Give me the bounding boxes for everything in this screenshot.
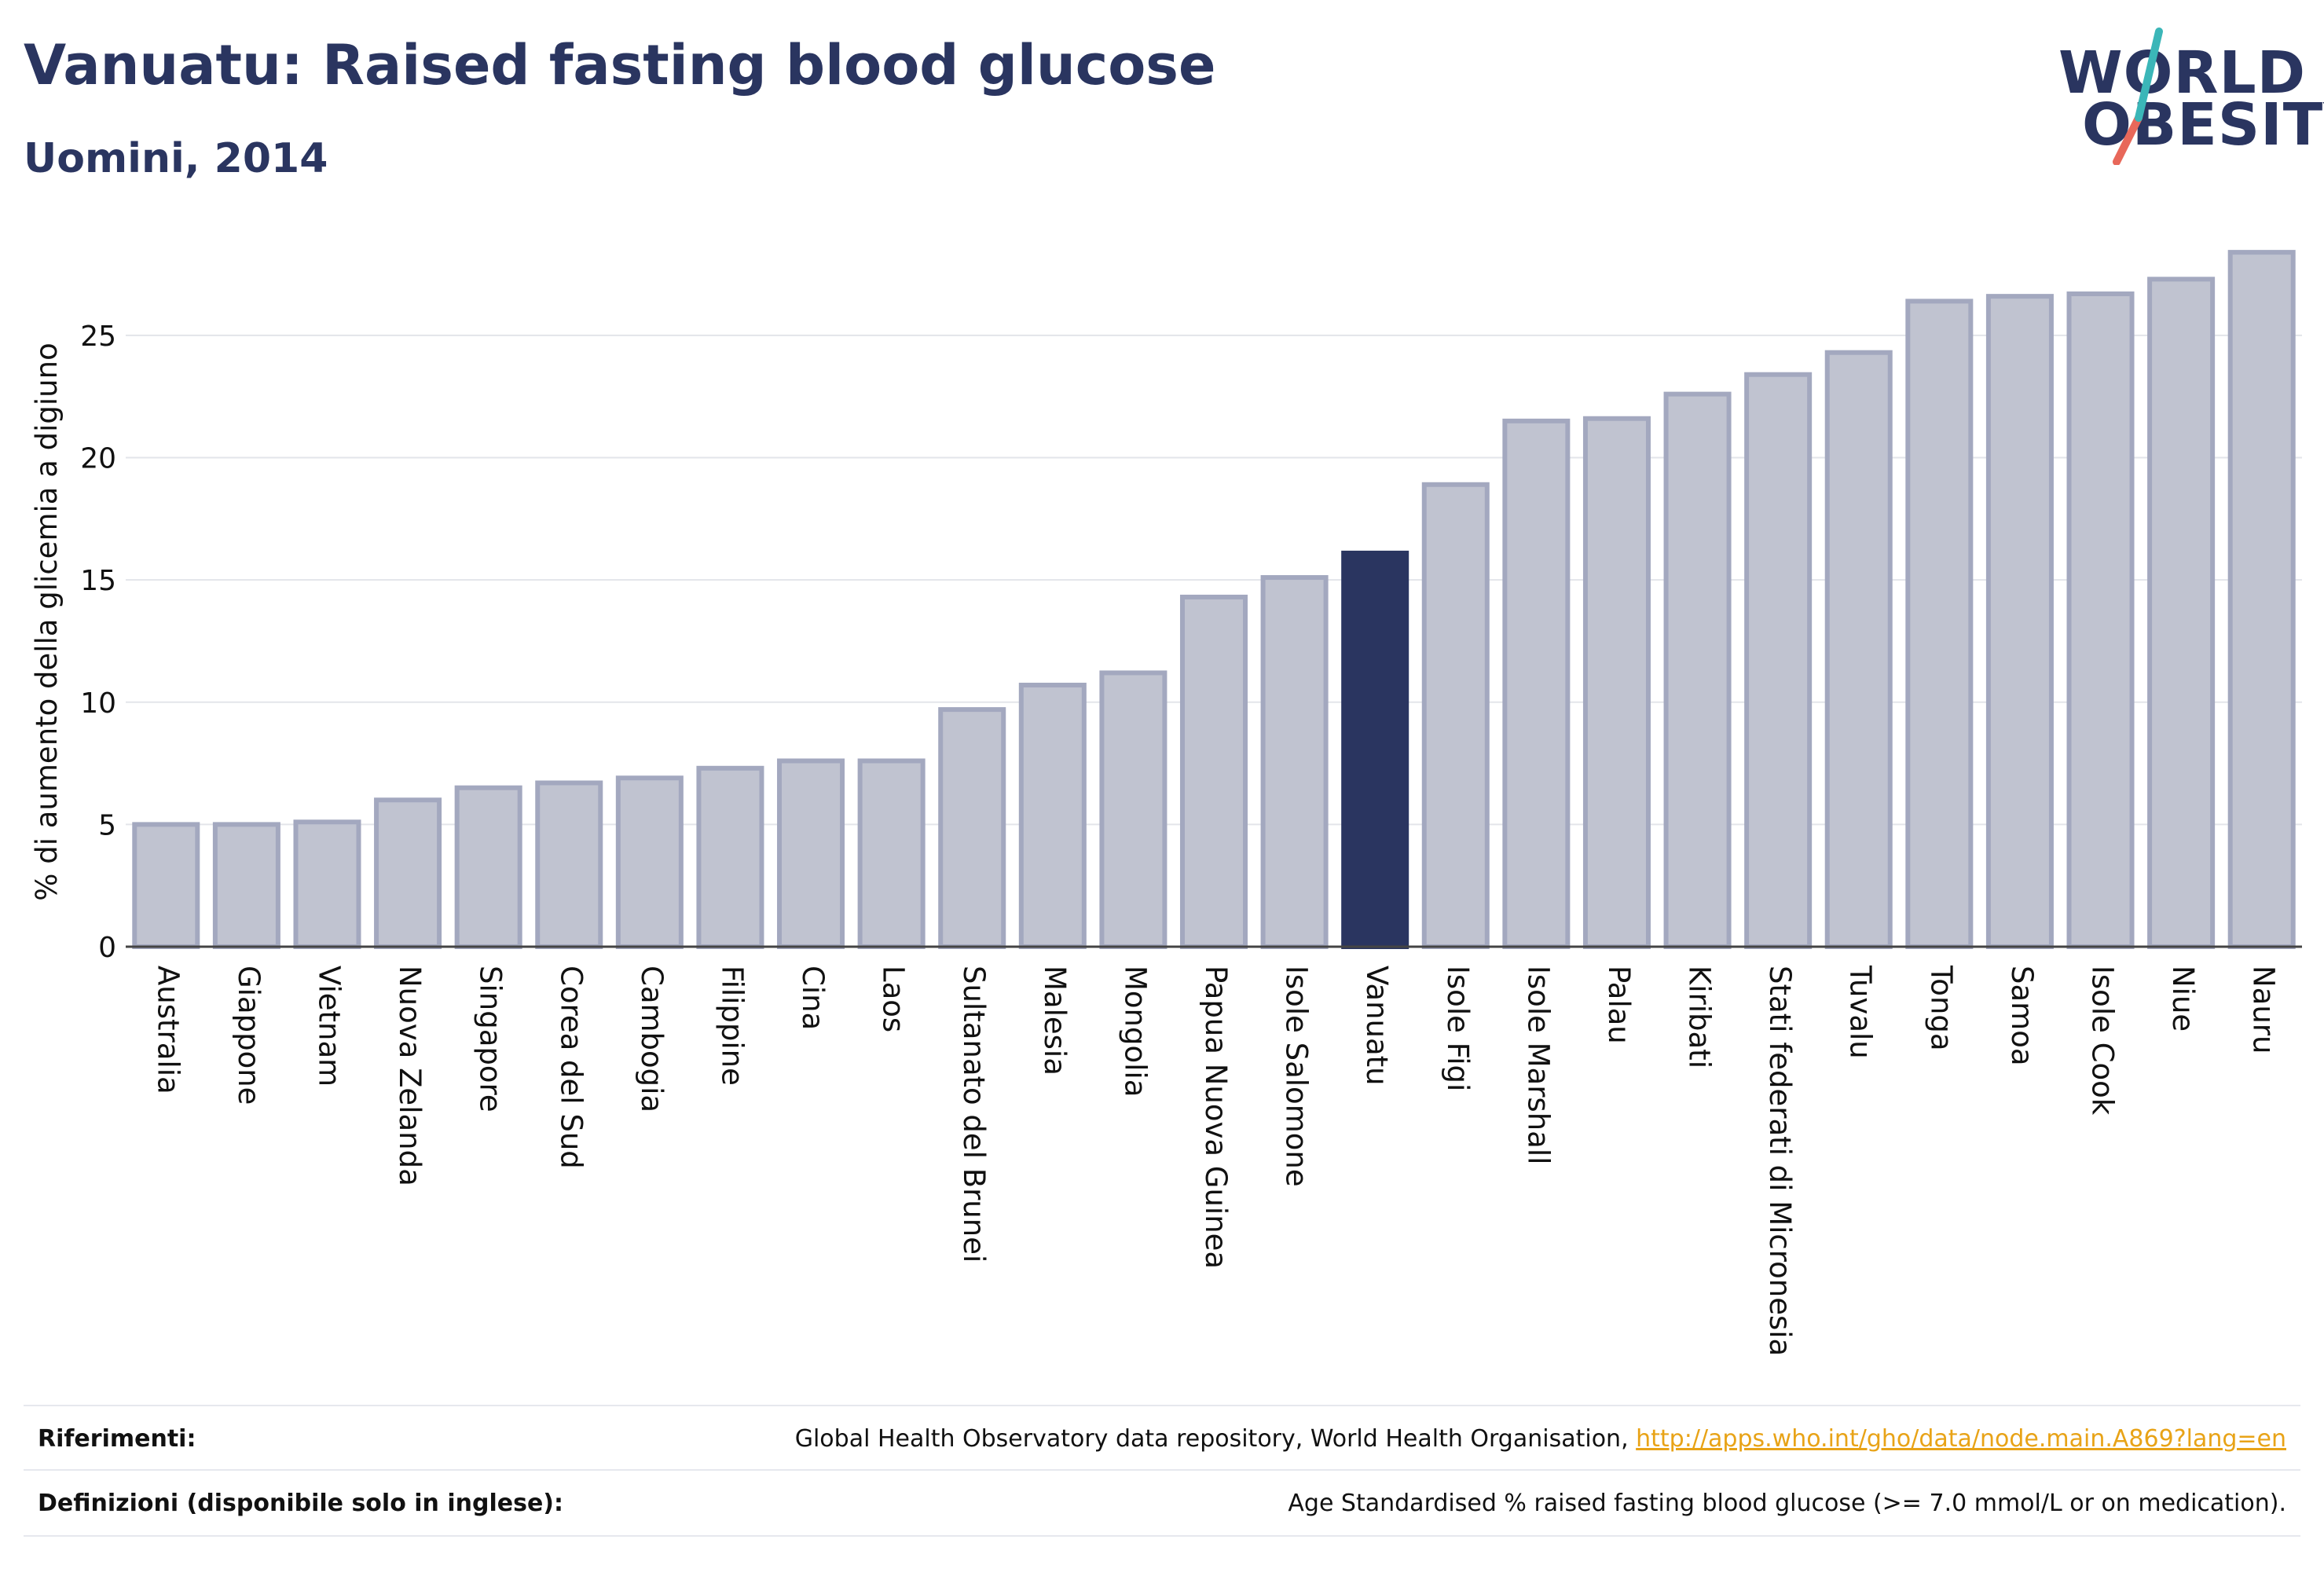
bar-isole-figi	[1421, 482, 1490, 949]
bar-malesia	[1018, 682, 1087, 949]
chart-title: Vanuatu: Raised fasting blood glucose	[24, 33, 1216, 97]
y-tick-label: 20	[80, 443, 116, 475]
bar-stati-federati-di-micronesia	[1744, 372, 1813, 949]
x-tick-label: Isole Figi	[1441, 966, 1475, 1091]
chart-bars	[132, 250, 2296, 950]
bar-mongolia	[1099, 670, 1167, 949]
logo-line-1: WORLD	[2058, 39, 2307, 107]
x-tick-label: Palau	[1602, 966, 1636, 1044]
references-label: Riferimenti:	[38, 1425, 196, 1453]
x-tick-label: Cina	[796, 966, 830, 1030]
x-tick-label: Isole Cook	[2086, 966, 2120, 1116]
bar-cambogia	[615, 775, 684, 949]
x-tick-label: Tuvalu	[1844, 965, 1878, 1059]
definitions-label: Definizioni (disponibile solo in inglese…	[38, 1490, 563, 1517]
y-tick-label: 0	[98, 932, 116, 964]
bar-isole-cook	[2066, 291, 2135, 949]
x-tick-label: Nauru	[2247, 966, 2281, 1054]
bar-sultanato-del-brunei	[938, 707, 1006, 949]
bar-isole-marshall	[1502, 418, 1571, 949]
x-tick-label: Sultanato del Brunei	[957, 966, 991, 1263]
bar-chart: 0 5 10 15 20 25 Australia Giappone Vietnam Nuova…	[30, 250, 2302, 1356]
definitions-value: Age Standardised % raised fasting blood …	[1288, 1490, 2286, 1517]
x-tick-label: Vanuatu	[1360, 966, 1394, 1086]
x-tick-label: Singapore	[474, 966, 508, 1112]
y-tick-label: 15	[80, 565, 116, 597]
x-axis-ticks: Australia Giappone Vietnam Nuova Zelanda Sin…	[151, 965, 2280, 1356]
bar-papua-nuova-guinea	[1179, 594, 1248, 949]
bar-laos	[857, 758, 926, 950]
bar-tonga	[1905, 299, 1974, 949]
x-tick-label: Malesia	[1038, 966, 1072, 1076]
chart-subtitle: Uomini, 2014	[24, 135, 328, 182]
logo-slash-icon	[2113, 27, 2163, 165]
references-text: Global Health Observatory data repositor…	[794, 1425, 1637, 1453]
x-tick-label: Stati federati di Micronesia	[1763, 966, 1797, 1356]
bar-palau	[1582, 416, 1651, 949]
bar-nuova-zelanda	[374, 797, 442, 950]
x-tick-label: Mongolia	[1118, 966, 1152, 1097]
bar-vanuatu	[1341, 550, 1409, 949]
x-tick-label: Laos	[877, 966, 911, 1032]
bar-cina	[777, 758, 845, 950]
bar-singapore	[454, 785, 522, 950]
bar-samoa	[1985, 294, 2054, 949]
y-tick-label: 25	[80, 321, 116, 353]
y-axis-label: % di aumento della glicemia a digiuno	[30, 343, 64, 900]
x-tick-label: Isole Marshall	[1521, 966, 1555, 1164]
bar-isole-salomone	[1260, 575, 1329, 949]
x-tick-label: Cambogia	[635, 966, 669, 1112]
y-tick-label: 5	[98, 809, 116, 841]
x-tick-label: Kiribati	[1683, 966, 1717, 1068]
x-tick-label: Nuova Zelanda	[393, 966, 427, 1186]
y-tick-label: 10	[80, 687, 116, 720]
references-row: Riferimenti: Global Health Observatory d…	[24, 1405, 2300, 1471]
x-tick-label: Vietnam	[312, 966, 346, 1087]
bar-australia	[132, 822, 200, 950]
definitions-row: Definizioni (disponibile solo in inglese…	[24, 1469, 2300, 1537]
bar-giappone	[212, 822, 280, 950]
x-tick-label: Niue	[2166, 966, 2200, 1032]
x-tick-label: Isole Salomone	[1280, 966, 1314, 1187]
bar-nauru	[2227, 250, 2296, 949]
x-tick-label: Filippine	[715, 966, 749, 1086]
bar-vietnam	[293, 819, 361, 949]
references-value: Global Health Observatory data repositor…	[795, 1425, 2286, 1453]
bar-filippine	[696, 765, 764, 950]
y-axis-ticks: 0 5 10 15 20 25	[80, 321, 116, 964]
x-tick-label: Tonga	[1924, 965, 1958, 1051]
x-tick-label: Australia	[151, 966, 185, 1094]
bar-kiribati	[1663, 391, 1732, 949]
world-obesity-logo: WORLD OBESITY	[2043, 24, 2324, 165]
x-tick-label: Samoa	[2005, 966, 2039, 1066]
x-tick-label: Giappone	[232, 966, 266, 1105]
x-tick-label: Papua Nuova Guinea	[1199, 966, 1233, 1269]
bar-tuvalu	[1824, 350, 1893, 950]
bar-niue	[2147, 277, 2216, 950]
x-tick-label: Corea del Sud	[554, 966, 588, 1169]
bar-corea-del-sud	[535, 780, 603, 949]
references-link[interactable]: http://apps.who.int/gho/data/node.main.A…	[1636, 1425, 2286, 1453]
